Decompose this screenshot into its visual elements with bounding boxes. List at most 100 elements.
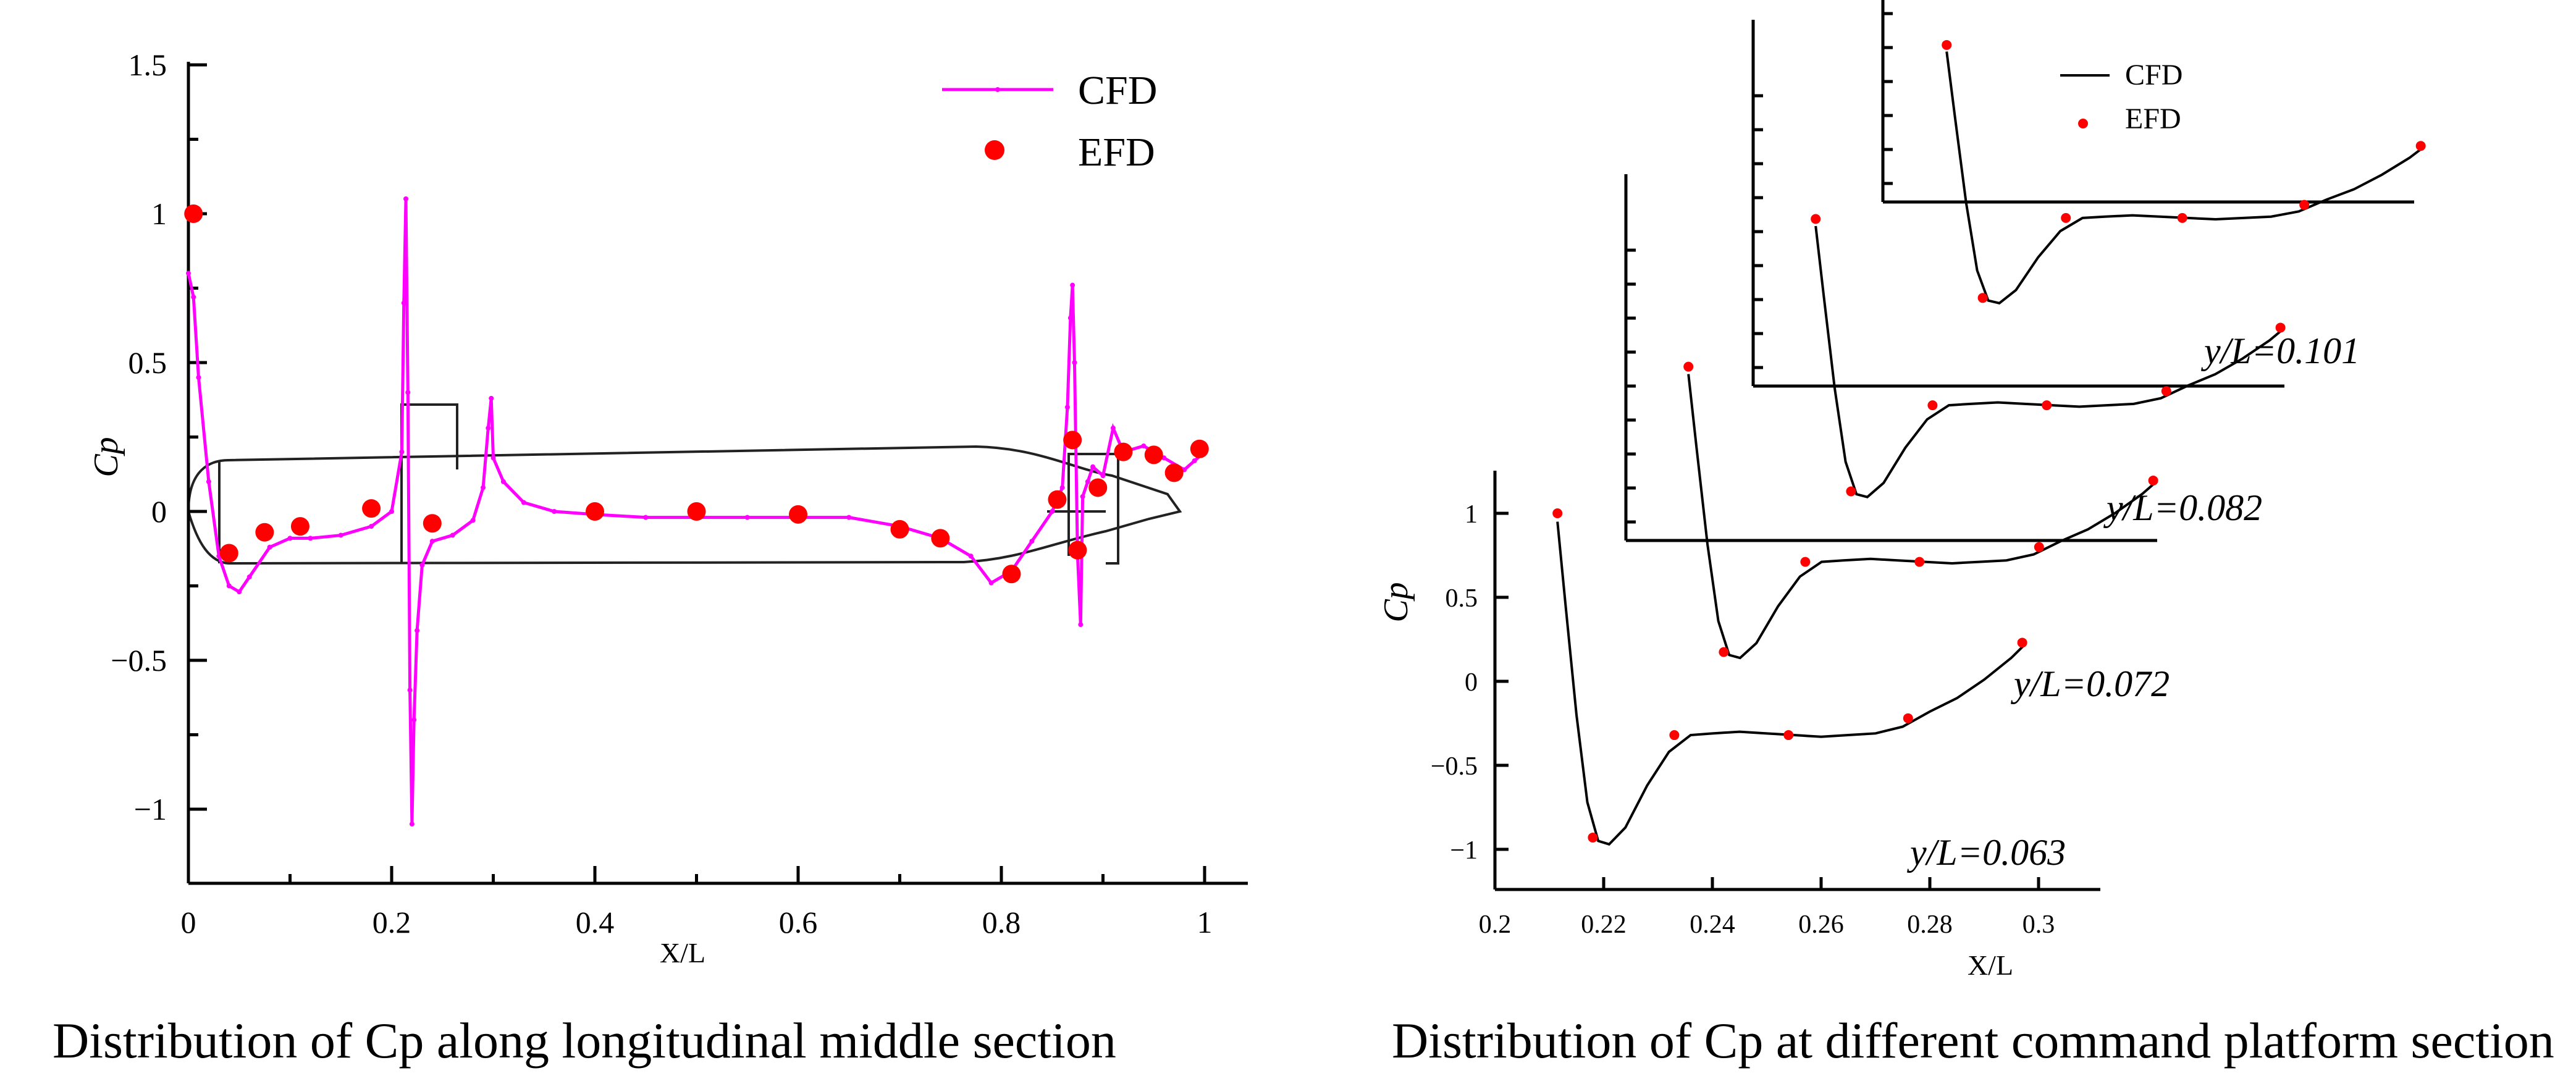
section-082-efd-point — [1927, 400, 1938, 411]
section-101-efd-point — [2299, 200, 2310, 210]
efd-point — [1068, 540, 1087, 560]
left-x-tick-label: 0.2 — [373, 905, 411, 940]
cfd-point — [389, 509, 394, 514]
section-101-efd-point — [2177, 212, 2187, 223]
right-x-tick-label: 0.28 — [1907, 910, 1953, 939]
cfd-point — [1100, 473, 1106, 479]
efd-point — [1114, 442, 1133, 461]
cfd-point — [470, 518, 476, 523]
cfd-point — [481, 485, 486, 490]
cfd-point — [401, 300, 406, 306]
left-ticks: −1 −0.5 0 0.5 1 1.5 0 0.2 0.4 0.6 0.8 1 — [111, 48, 1212, 940]
right-x-tick-label: 0.22 — [1581, 910, 1627, 939]
hull-body — [187, 445, 1182, 565]
right-section-curves — [1552, 40, 2426, 846]
right-y-tick-label: 0.5 — [1446, 584, 1478, 613]
section-063-efd-point — [1552, 508, 1563, 518]
right-chart: −1 −0.5 0 0.5 1 0.2 0.22 0.24 0.26 0.28 0.3 Cp X/L… — [1377, 0, 2426, 981]
cfd-point — [1192, 458, 1197, 464]
cfd-point — [988, 580, 994, 586]
legend-cfd-label: CFD — [1078, 68, 1157, 113]
efd-point — [219, 544, 238, 563]
section-082-efd-point — [2275, 322, 2286, 333]
cfd-point — [399, 449, 405, 455]
left-y-tick-label: 1 — [151, 196, 167, 231]
efd-point — [687, 502, 706, 521]
cfd-point — [552, 509, 557, 514]
cfd-point — [1110, 426, 1116, 431]
cfd-point — [287, 536, 293, 541]
right-y-tick-label: −1 — [1450, 836, 1478, 865]
efd-point — [586, 502, 604, 521]
cfd-point — [1067, 315, 1073, 321]
section-101-efd-point — [2415, 141, 2426, 151]
right-legend: CFD EFD — [2060, 59, 2182, 135]
left-x-tick-label: 0.4 — [576, 905, 615, 940]
section-072-efd-point — [1914, 557, 1925, 567]
cfd-point — [846, 515, 852, 520]
cfd-point — [1059, 485, 1065, 490]
section-101-efd-point — [2061, 212, 2071, 223]
efd-point — [1144, 445, 1163, 465]
section-072-efd-point — [1719, 647, 1729, 657]
section-063-efd-point — [1588, 832, 1598, 843]
section-072-efd-point — [1683, 361, 1694, 372]
stacked-section-axes — [1624, 0, 2414, 542]
efd-point — [423, 514, 442, 533]
cfd-point — [1050, 509, 1055, 514]
cfd-point — [308, 536, 313, 541]
left-y-axis-label: Cp — [87, 437, 125, 477]
left-y-tick-label: −1 — [134, 792, 167, 826]
section-082-efd-point — [2042, 400, 2052, 411]
annotation-y-L-0.072: y/L=0.072 — [2010, 663, 2170, 704]
left-y-tick-label: 1.5 — [128, 48, 167, 82]
section-063-cfd-line — [1556, 521, 2026, 846]
left-x-tick-label: 0 — [181, 905, 196, 940]
efd-point — [290, 517, 309, 536]
left-y-tick-label: −0.5 — [111, 643, 167, 678]
caption-left: Distribution of Cp along longitudinal mi… — [53, 1012, 1116, 1069]
section-082-efd-point — [1846, 486, 1856, 497]
right-front-axes — [1493, 471, 2100, 891]
right-x-tick-label: 0.3 — [2022, 910, 2055, 939]
legend-efd-marker-right — [2078, 119, 2088, 128]
section-082-efd-point — [2161, 386, 2171, 397]
section-063-efd-point — [1669, 730, 1680, 741]
section-072-efd-point — [1800, 557, 1811, 567]
cfd-point — [643, 515, 649, 520]
cfd-point — [403, 196, 409, 201]
section-072-efd-point — [2034, 542, 2044, 552]
efd-point — [931, 529, 950, 548]
cfd-point — [246, 574, 252, 580]
cfd-point — [1141, 443, 1147, 448]
cfd-point — [521, 500, 526, 505]
legend-efd-label: EFD — [1078, 130, 1155, 175]
cfd-point — [206, 479, 211, 484]
cfd-point — [1072, 360, 1077, 365]
right-y-tick-label: 0 — [1465, 668, 1478, 697]
cfd-point — [968, 553, 974, 559]
right-y-tick-label: 1 — [1465, 500, 1478, 529]
annotation-y-L-0.082: y/L=0.082 — [2103, 487, 2262, 528]
left-chart: −1 −0.5 0 0.5 1 1.5 0 0.2 0.4 0.6 0.8 1 Cp X/L CFD … — [87, 48, 1248, 969]
legend-efd-label-right: EFD — [2125, 103, 2181, 135]
cfd-point — [1064, 405, 1070, 410]
cfd-point — [267, 544, 272, 550]
cfd-point — [500, 479, 506, 484]
section-101-efd-point — [1942, 40, 1952, 50]
annotation-y-L-0.063: y/L=0.063 — [1906, 832, 2066, 873]
cfd-point — [191, 294, 196, 300]
left-x-tick-label: 0.6 — [779, 905, 818, 940]
legend-efd-marker — [985, 140, 1004, 160]
cfd-point — [1070, 282, 1075, 288]
left-axes — [187, 62, 1248, 885]
cfd-point — [1090, 464, 1096, 469]
cfd-point — [196, 375, 201, 381]
cfd-point — [486, 426, 491, 431]
section-082-efd-point — [1811, 214, 1821, 224]
legend-cfd-marker — [995, 87, 1000, 92]
cfd-point — [744, 515, 750, 520]
left-efd-series — [184, 204, 1209, 584]
section-063-efd-point — [1783, 730, 1794, 741]
